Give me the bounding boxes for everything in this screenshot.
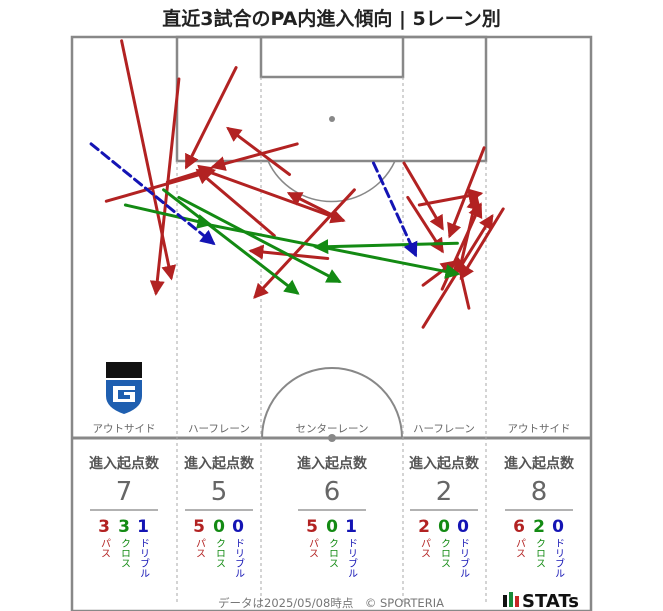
stat-cross-4: 0: [438, 517, 450, 537]
stat-type-dribble-2: ドリブル: [233, 538, 245, 578]
lane-label-1: アウトサイド: [93, 423, 156, 435]
dribble-arrow-2: [372, 161, 418, 258]
pass-arrow-3: [120, 39, 177, 281]
cross-arrow-4: [204, 222, 461, 279]
footer-credit: データは2025/05/08時点 © SPORTERIA: [218, 596, 444, 610]
stat-type-cross-1: クロス: [119, 538, 130, 568]
stat-dribble-4: 0: [457, 517, 469, 537]
pass-arrow-10: [286, 192, 345, 222]
lane-stat-1: 進入起点数 7 3 3 1 パス クロス ドリブル: [89, 455, 160, 578]
stat-total-1: 7: [116, 477, 133, 507]
chart-title: 直近3試合のPA内進入傾向 | 5レーン別: [162, 7, 501, 30]
stat-type-cross-3: クロス: [327, 538, 338, 568]
stat-dribble-5: 0: [552, 517, 564, 537]
pass-arrow-18: [447, 146, 486, 239]
cross-arrow-3: [177, 195, 342, 283]
lane-stat-3: 進入起点数 6 5 0 1 パス クロス ドリブル: [297, 455, 368, 578]
lane-label-5: アウトサイド: [508, 423, 571, 435]
stat-dribble-2: 0: [232, 517, 244, 537]
pass-arrow-5: [185, 66, 238, 170]
stat-type-pass-2: パス: [194, 538, 206, 558]
penalty-arc: [267, 160, 396, 203]
center-circle: [261, 367, 403, 439]
cross-arrow-5: [313, 239, 459, 255]
center-spot: [328, 434, 336, 442]
stat-type-dribble-4: ドリブル: [458, 538, 470, 578]
stat-cross-3: 0: [326, 517, 338, 537]
pass-arrow-4: [149, 77, 181, 296]
pass-arrow-9: [204, 169, 346, 224]
stat-type-dribble-1: ドリブル: [138, 538, 150, 578]
stat-total-2: 5: [211, 477, 228, 507]
stat-cross-2: 0: [213, 517, 225, 537]
stat-cross-1: 3: [118, 517, 130, 537]
stat-pass-4: 2: [418, 517, 430, 537]
goal-area: [259, 35, 405, 79]
pass-arrow-14: [402, 161, 444, 231]
pass-arrow-15: [406, 195, 444, 254]
pass-arrow-7: [226, 126, 291, 176]
pass-arrow-6: [195, 168, 276, 238]
stat-dribble-3: 1: [345, 517, 357, 537]
stat-cross-5: 2: [533, 517, 545, 537]
team-crest-logo: [106, 362, 142, 414]
pass-arrow-1: [104, 166, 217, 203]
entry-arrows: [89, 39, 505, 329]
lane-stats: 進入起点数 7 3 3 1 パス クロス ドリブル 進入起点数 5 5 0 0 …: [89, 455, 575, 578]
stat-type-pass-4: パス: [419, 538, 431, 558]
lane-label-3: センターレーン: [296, 423, 369, 435]
lane-stat-4: 進入起点数 2 2 0 0 パス クロス ドリブル: [409, 455, 480, 578]
stat-pass-3: 5: [306, 517, 318, 537]
lane-stat-5: 進入起点数 8 6 2 0 パス クロス ドリブル: [504, 455, 575, 578]
lane-label-4: ハーフレーン: [413, 423, 475, 435]
stat-total-5: 8: [531, 477, 548, 507]
cross-arrow-1: [123, 203, 213, 229]
stat-total-4: 2: [436, 477, 453, 507]
stat-type-pass-5: パス: [514, 538, 526, 558]
stat-type-dribble-3: ドリブル: [346, 538, 358, 578]
cross-arrow-2: [162, 188, 300, 295]
stat-header-2: 進入起点数: [184, 455, 255, 472]
stat-pass-1: 3: [98, 517, 110, 537]
brand-name: STATs: [522, 591, 579, 611]
lane-label-2: ハーフレーン: [188, 423, 250, 435]
penalty-area: [175, 35, 488, 163]
stat-type-cross-4: クロス: [439, 538, 450, 568]
lane-stat-2: 進入起点数 5 5 0 0 パス クロス ドリブル: [184, 455, 255, 578]
stat-dribble-1: 1: [137, 517, 149, 537]
stat-type-pass-1: パス: [99, 538, 111, 558]
dribble-arrow-1: [89, 142, 216, 246]
stat-header-1: 進入起点数: [89, 455, 160, 472]
stat-header-3: 進入起点数: [297, 455, 368, 472]
penalty-spot: [329, 116, 335, 122]
stat-type-cross-5: クロス: [534, 538, 545, 568]
stat-header-5: 進入起点数: [504, 455, 575, 472]
stat-type-dribble-5: ドリブル: [553, 538, 565, 578]
pass-arrow-17: [421, 213, 494, 329]
stat-total-3: 6: [324, 477, 341, 507]
stat-pass-2: 5: [193, 517, 205, 537]
pass-arrow-20: [459, 207, 505, 281]
stat-header-4: 進入起点数: [409, 455, 480, 472]
stat-pass-5: 6: [513, 517, 525, 537]
stats-brand-logo: STATs: [503, 591, 579, 611]
lane-labels: アウトサイド ハーフレーン センターレーン ハーフレーン アウトサイド: [93, 423, 571, 435]
stat-type-cross-2: クロス: [214, 538, 225, 568]
pass-arrow-8: [210, 142, 299, 171]
stat-type-pass-3: パス: [307, 538, 319, 558]
